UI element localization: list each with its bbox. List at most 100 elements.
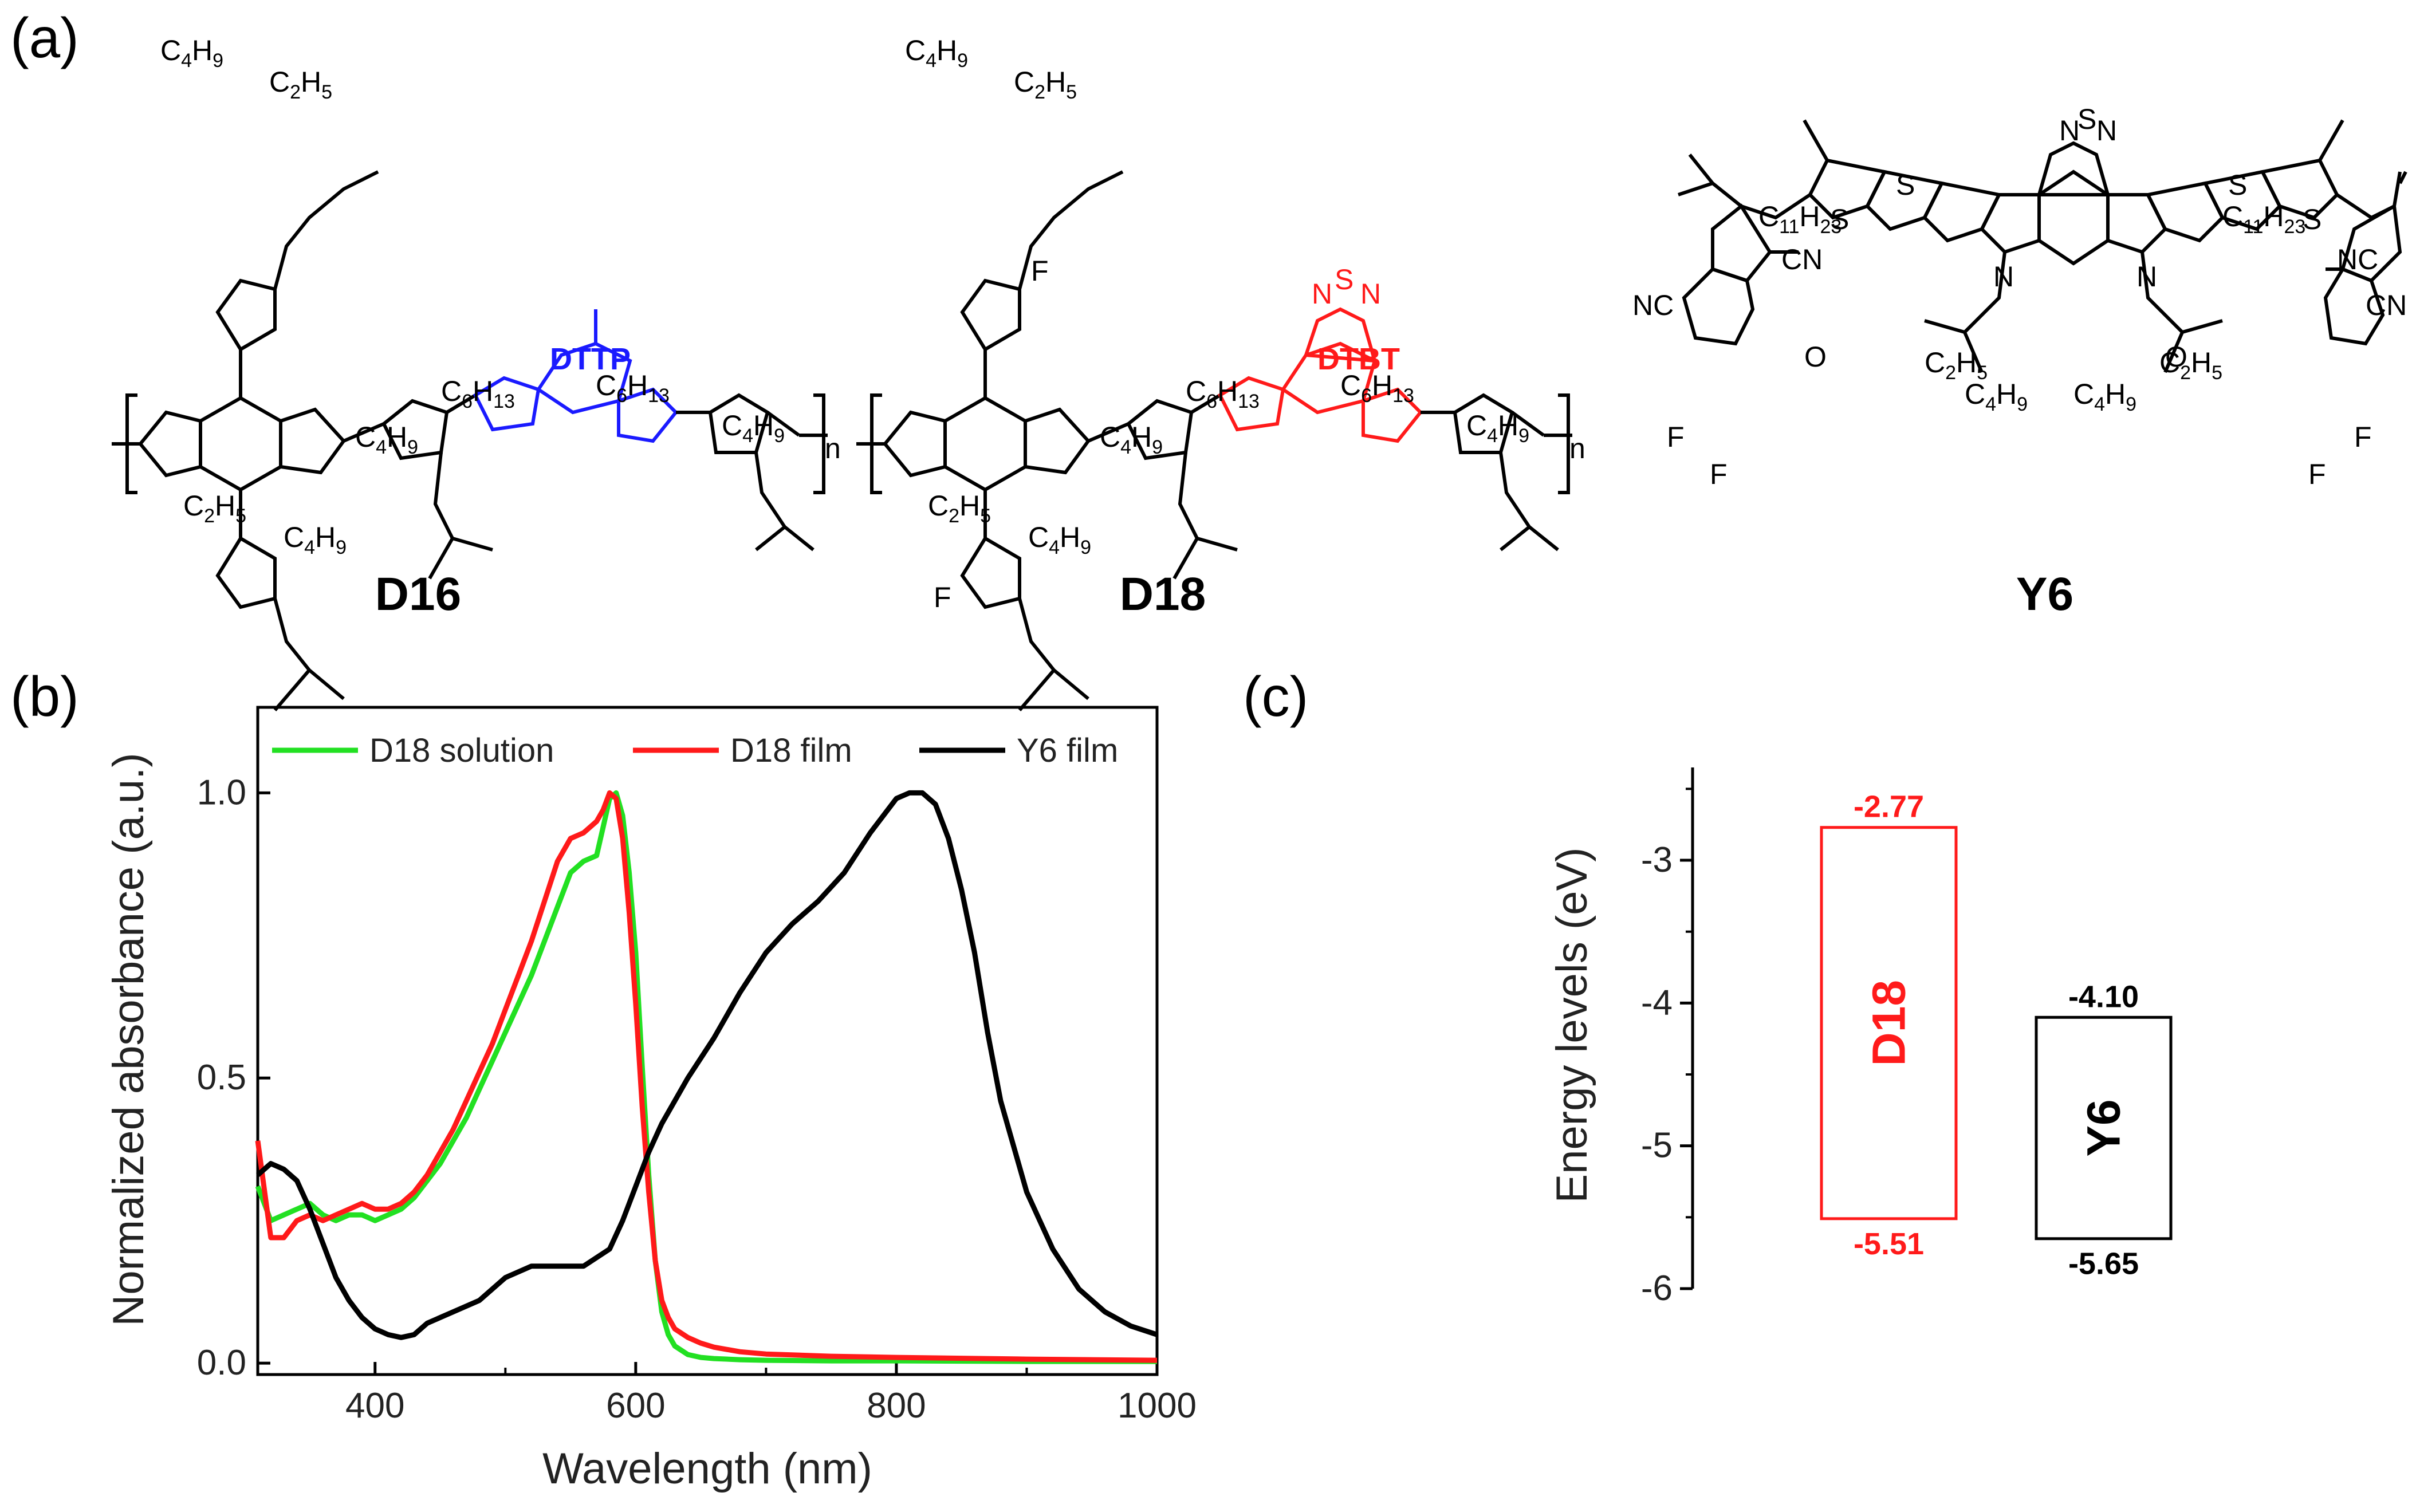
svg-text:S: S [2303,203,2321,235]
svg-text:S: S [1896,169,1915,201]
y-tick-label: 0.0 [197,1343,246,1383]
y-tick-label: 0.5 [197,1058,246,1097]
absorbance-chart: 0.00.51.0 400 600 800 1000 D18 solution D18 … [104,706,1197,1493]
absorbance-x-ticks: 400 600 800 1000 [345,1362,1197,1426]
svg-text:C11H23: C11H23 [2222,200,2305,238]
energy-box-y6 [2035,1015,2173,1241]
svg-text:N: N [2096,115,2117,147]
molecule-d18 [856,170,1572,711]
svg-text:C4H9: C4H9 [1100,421,1163,458]
svg-text:C4H9: C4H9 [1965,378,2028,415]
series-line-d18-film [255,790,1158,1363]
panel-label-b: (b) [10,665,79,728]
box-name-y6: Y6 [2078,1099,2130,1156]
svg-text:N: N [1993,261,2014,293]
svg-text:CN: CN [1781,243,1823,275]
svg-text:C4H9: C4H9 [1028,521,1091,558]
svg-text:F: F [2308,458,2326,490]
d16-bdt-thiophene-right [279,407,346,475]
legend-label-y6-film: Y6 film [1017,732,1118,769]
svg-text:F: F [2354,421,2372,453]
energy-y-axis-title: Energy levels (eV) [1548,848,1596,1203]
x-tick-label: 800 [867,1386,926,1426]
d16-side-thiophene-bottom [215,536,277,609]
d16-bracket-right [813,393,825,494]
svg-text:N: N [1312,278,1332,310]
y6-core-benzene [2037,170,2110,266]
svg-text:C4H9: C4H9 [284,521,347,558]
homo-label-y6: -5.65 [2068,1247,2139,1281]
svg-text:C2H5: C2H5 [1014,66,1077,103]
svg-text:F: F [1710,458,1728,490]
molecule-y6 [1678,119,2407,373]
svg-text:O: O [1804,341,1827,373]
energy-y-tick-label: -6 [1641,1269,1673,1308]
svg-text:C2H5: C2H5 [269,66,332,103]
svg-text:CN: CN [2366,289,2407,321]
svg-text:O: O [2165,341,2187,373]
svg-text:S: S [2077,103,2096,135]
svg-text:N: N [2136,261,2157,293]
absorbance-legend: D18 solution D18 film Y6 film [272,732,1118,769]
y6-pyrrole-right [2106,193,2167,254]
d16-bdt-thiophene-left [138,410,202,478]
absorbance-plot-frame [256,706,1159,1376]
energy-level-boxes: -2.77 -5.51 D18 -4.10 -5.65 Y6 [1820,790,2173,1281]
d16-link-thiophene [381,399,449,460]
svg-text:NC: NC [1632,289,1674,321]
box-name-d18: D18 [1863,980,1915,1066]
energy-y-tick-label: -3 [1641,840,1673,880]
x-tick-label: 400 [345,1386,404,1426]
panel-label-a: (a) [10,6,79,69]
svg-text:N: N [1360,278,1381,310]
energy-box-d18 [1820,826,1958,1220]
svg-text:C4H9: C4H9 [160,34,223,72]
svg-text:C11H23: C11H23 [1758,200,1842,238]
energy-y-ticks: -6 -5 -4 -3 [1641,788,1693,1308]
lumo-label-d18: -2.77 [1854,790,1924,824]
svg-text:C6H13: C6H13 [1340,369,1414,407]
y-tick-label: 1.0 [197,773,246,812]
absorbance-series-lines [255,790,1158,1364]
svg-text:C4H9: C4H9 [2073,378,2136,415]
svg-text:C2H5: C2H5 [183,490,246,527]
svg-text:NC: NC [2337,243,2378,275]
svg-text:S: S [1830,203,1849,235]
svg-text:N: N [2059,115,2080,147]
series-line-y6-film [256,790,1158,1340]
svg-text:C4H9: C4H9 [355,421,418,458]
homo-label-d18: -5.51 [1854,1227,1924,1261]
y6-pyrrole-left [1980,193,2041,254]
svg-text:C4H9: C4H9 [722,410,785,447]
d18-repeat-n: n [1569,432,1585,464]
x-tick-label: 1000 [1118,1386,1197,1426]
absorbance-x-axis-title: Wavelength (nm) [542,1444,872,1493]
svg-text:S: S [1335,263,1353,296]
svg-text:C4H9: C4H9 [1466,410,1529,447]
y6-text: N S N N N S S S S C11H23 C11H23 CN NC NC… [1632,103,2407,620]
legend-label-d18-film: D18 film [730,732,852,769]
energy-y-tick-label: -4 [1641,983,1673,1022]
svg-text:S: S [2228,169,2247,201]
svg-text:F: F [934,581,951,613]
d18-dtbt-unit [1218,307,1423,443]
y6-name: Y6 [2016,568,2073,620]
svg-text:C6H13: C6H13 [1186,375,1260,412]
d16-bdt-benzene [199,396,282,492]
y6-thiadiazole [2037,141,2110,196]
svg-text:C4H9: C4H9 [905,34,968,72]
legend-label-d18-solution: D18 solution [369,732,554,769]
d16-name: D16 [375,568,461,620]
lumo-label-y6: -4.10 [2068,979,2139,1014]
absorbance-y-axis-title: Normalized absorbance (a.u.) [104,753,153,1326]
d16-text: C4H9 C2H5 C6H13 C4H9 C6H13 C4H9 C2H5 C4H… [160,34,841,620]
panel-label-c: (c) [1243,665,1308,728]
d18-text: C4H9 C2H5 F F C6H13 C4H9 C6H13 C4H9 C2H5… [905,34,1585,620]
svg-text:C2H5: C2H5 [928,490,991,527]
absorbance-y-ticks: 0.0 0.5 1.0 [197,773,270,1383]
molecule-d16 [112,170,828,711]
svg-text:C6H13: C6H13 [441,375,515,412]
energy-y-tick-label: -5 [1641,1126,1673,1166]
svg-text:C2H5: C2H5 [1925,346,1988,384]
